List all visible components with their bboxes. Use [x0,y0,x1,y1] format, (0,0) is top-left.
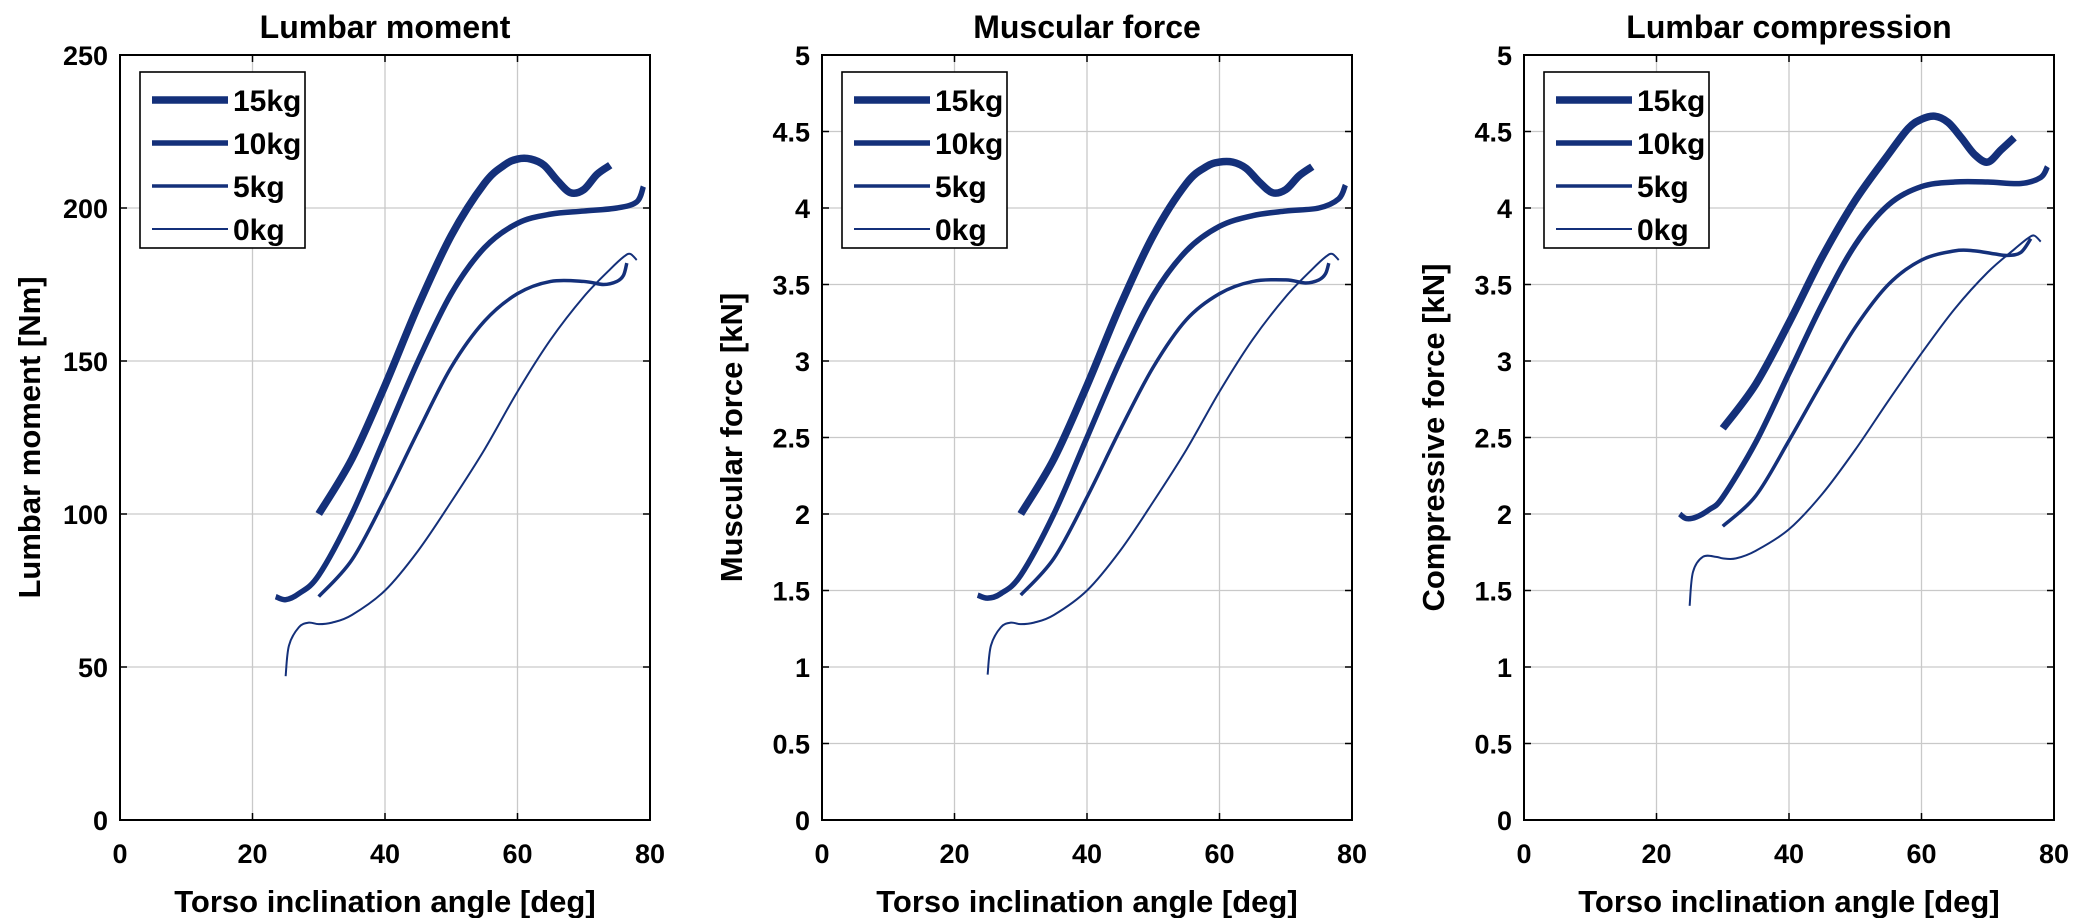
series-line-5kg [1721,237,2033,528]
y-tick-label: 0 [93,806,108,836]
legend-label-0kg: 0kg [1637,214,1689,247]
x-tick-label: 0 [814,839,829,869]
x-tick-label: 40 [370,839,400,869]
legend-label-10kg: 10kg [233,128,301,161]
x-tick-label: 60 [502,839,532,869]
legend-label-10kg: 10kg [1637,128,1705,161]
legend-label-5kg: 5kg [1637,171,1689,204]
y-tick-label: 3 [1497,347,1512,377]
y-tick-label: 250 [63,41,108,71]
y-tick-label: 5 [1497,41,1512,71]
legend-label-5kg: 5kg [935,171,987,204]
y-tick-label: 0 [795,806,810,836]
chart-title: Lumbar compression [1626,9,1951,45]
y-tick-label: 4 [1497,194,1512,224]
x-tick-label: 0 [1516,839,1531,869]
legend: 15kg 10kg 5kg 0kg [1543,71,1710,249]
y-tick-label: 2 [1497,500,1512,530]
x-tick-label: 20 [939,839,969,869]
plot-area-frame [1523,54,2055,821]
series-line-10kg [274,185,646,603]
y-tick-label: 3.5 [1474,271,1512,301]
y-tick-label: 0 [1497,806,1512,836]
x-tick-label: 0 [112,839,127,869]
y-tick-label: 3.5 [772,271,810,301]
y-tick-label: 4.5 [1474,118,1512,148]
x-tick-label: 20 [1641,839,1671,869]
x-tick-label: 20 [237,839,267,869]
y-tick-label: 200 [63,194,108,224]
x-tick-label: 80 [1337,839,1367,869]
y-axis-label: Lumbar moment [Nm] [12,276,47,598]
series-line-0kg [986,252,1340,675]
y-tick-label: 100 [63,500,108,530]
y-tick-label: 5 [795,41,810,71]
y-tick-label: 3 [795,347,810,377]
y-tick-label: 1 [1497,653,1512,683]
x-tick-label: 80 [2039,839,2069,869]
y-tick-label: 4.5 [772,118,810,148]
chart-panel-1: 0 20 40 60 80 0 50 100 150 200 250 Lumbar moment Tor… [12,9,665,918]
y-tick-label: 2 [795,500,810,530]
x-axis-label: Torso inclination angle [deg] [876,884,1297,918]
series-line-5kg [1019,262,1331,597]
plot-area-frame [119,54,651,821]
y-tick-label: 2.5 [772,424,810,454]
y-tick-label: 1 [795,653,810,683]
y-tick-label: 2.5 [1474,424,1512,454]
series-line-10kg [1677,165,2050,522]
legend: 15kg 10kg 5kg 0kg [841,71,1008,249]
legend-label-15kg: 15kg [1637,85,1705,118]
y-tick-label: 0.5 [772,730,810,760]
legend-label-0kg: 0kg [233,214,285,247]
x-tick-label: 60 [1906,839,1936,869]
series-line-15kg [1017,157,1315,516]
x-tick-label: 60 [1204,839,1234,869]
y-tick-label: 4 [795,194,810,224]
series-line-0kg [284,252,638,677]
legend: 15kg 10kg 5kg 0kg [139,71,306,249]
series-line-0kg [1688,234,2042,606]
x-tick-label: 40 [1072,839,1102,869]
series-line-15kg [1719,112,2017,431]
y-tick-label: 1.5 [1474,577,1512,607]
chart-title: Lumbar moment [260,9,511,45]
series-line-15kg [315,154,613,516]
x-axis-label: Torso inclination angle [deg] [174,884,595,918]
series-line-10kg [976,183,1348,601]
legend-label-10kg: 10kg [935,128,1003,161]
legend-label-15kg: 15kg [233,85,301,118]
y-tick-label: 1.5 [772,577,810,607]
x-tick-label: 40 [1774,839,1804,869]
y-tick-label: 0.5 [1474,730,1512,760]
x-tick-label: 80 [635,839,665,869]
plot-area-frame [821,54,1353,821]
y-axis-label: Muscular force [kN] [714,293,749,582]
legend-label-15kg: 15kg [935,85,1003,118]
legend-label-0kg: 0kg [935,214,987,247]
chart-panel-2: 0 20 40 60 80 0 0.5 1 1.5 2 2.5 3 3.5 4 4.5 5 Muscular f… [714,9,1367,918]
x-axis-label: Torso inclination angle [deg] [1578,884,1999,918]
y-tick-label: 50 [78,653,108,683]
chart-panel-3: 0 20 40 60 80 0 0.5 1 1.5 2 2.5 3 3.5 4 4.5 5 Lumbar com… [1416,9,2069,918]
chart-title: Muscular force [973,9,1201,45]
legend-label-5kg: 5kg [233,171,285,204]
y-tick-label: 150 [63,347,108,377]
y-axis-label: Compressive force [kN] [1416,263,1451,611]
series-line-5kg [317,262,629,598]
